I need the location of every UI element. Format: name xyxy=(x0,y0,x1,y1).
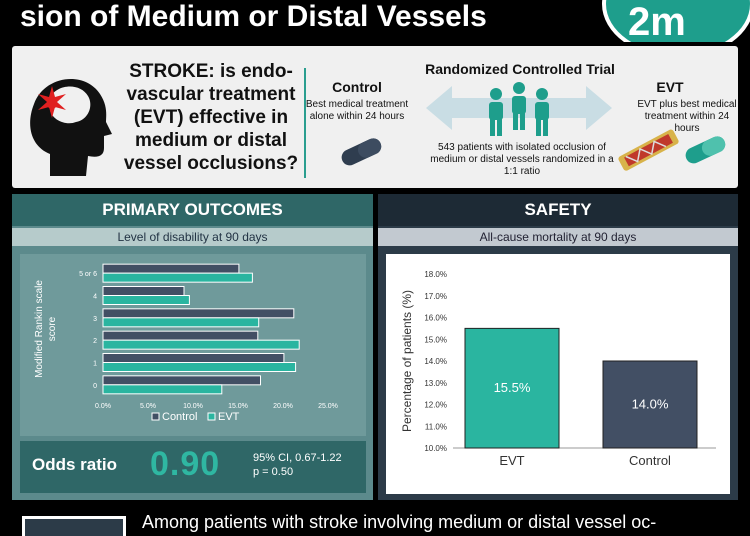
x-tick-label: 10.0% xyxy=(183,403,203,410)
primary-subheading: Level of disability at 90 days xyxy=(12,228,373,246)
odds-ratio-box: Odds ratio 0.90 95% CI, 0.67-1.22 p = 0.… xyxy=(20,441,366,493)
conclusion-icon-box xyxy=(22,516,126,536)
safety-heading: SAFETY xyxy=(378,194,738,226)
primary-heading: PRIMARY OUTCOMES xyxy=(12,194,373,226)
trial-overview-panel: STROKE: is endo-vascular treatment (EVT)… xyxy=(12,46,738,188)
y-tick-label: 15.0% xyxy=(424,335,447,344)
bar-control-1 xyxy=(102,353,285,363)
primary-outcomes-panel: PRIMARY OUTCOMES Level of disability at … xyxy=(12,194,373,500)
x-tick-label: Control xyxy=(629,453,671,468)
bar-control-0 xyxy=(102,375,261,386)
bar-control-4 xyxy=(102,286,185,296)
odds-ratio-ci: 95% CI, 0.67-1.22 p = 0.50 xyxy=(253,451,342,479)
safety-panel: SAFETY All-cause mortality at 90 days 10… xyxy=(378,194,738,500)
y-tick-label: 11.0% xyxy=(425,422,447,431)
mortality-chart-area: 10.0% 11.0% 12.0% 13.0% 14.0% 15.0% 16.0% 17.0%… xyxy=(386,254,730,494)
legend-control-swatch xyxy=(151,412,160,421)
bar-evt-0 xyxy=(102,384,223,395)
bar-control-3 xyxy=(102,308,295,319)
control-title: Control xyxy=(332,79,382,95)
catheter-icon xyxy=(618,129,679,171)
y-tick-label: 5 or 6 xyxy=(79,271,97,278)
bar-control-5 xyxy=(102,263,240,274)
bar-evt-5 xyxy=(102,272,253,283)
y-tick-label: 16.0% xyxy=(424,314,447,323)
safety-subheading: All-cause mortality at 90 days xyxy=(378,228,738,246)
y-axis-label-1: Modified Rankin scale xyxy=(34,280,45,378)
y-tick-label: 18.0% xyxy=(424,270,447,279)
bar-control xyxy=(602,360,698,449)
disability-chart-area: 0 1 2 3 4 5 or 6 0.0% 5.0% 10.0% 15.0% 20.0% 25.0% M… xyxy=(20,254,366,436)
y-tick-label: 2 xyxy=(93,338,97,345)
x-tick-label: EVT xyxy=(499,453,524,468)
pill-icon xyxy=(341,138,382,166)
mortality-chart: 10.0% 11.0% 12.0% 13.0% 14.0% 15.0% 16.0% 17.0%… xyxy=(400,270,716,468)
bar-evt xyxy=(464,327,560,449)
y-tick-label: 12.0% xyxy=(424,401,447,410)
y-tick-label: 14.0% xyxy=(424,357,447,366)
conclusion-text: Among patients with stroke involving med… xyxy=(142,512,657,532)
bar-evt-1 xyxy=(102,362,297,372)
logo: 2m xyxy=(602,0,750,42)
y-tick-label: 1 xyxy=(93,361,97,368)
trial-question: STROKE: is endo-vascular treatment (EVT)… xyxy=(123,61,299,174)
y-tick-label: 4 xyxy=(93,294,97,301)
p-value: p = 0.50 xyxy=(253,466,294,478)
rct-title: Randomized Controlled Trial xyxy=(425,61,615,77)
bar-evt-2 xyxy=(102,339,300,350)
bar-control-2 xyxy=(102,330,259,341)
evt-title: EVT xyxy=(656,79,684,95)
control-description: Best medical treatment alone within 24 h… xyxy=(305,99,409,122)
evt-pill-icon xyxy=(685,136,726,164)
conclusion-bar: Among patients with stroke involving med… xyxy=(0,504,750,536)
brain-stroke-icon xyxy=(30,79,113,176)
x-tick-label: 25.0% xyxy=(318,403,338,410)
bar-evt-4 xyxy=(102,295,190,305)
legend-evt-label: EVT xyxy=(218,411,240,423)
confidence-interval: 95% CI, 0.67-1.22 xyxy=(253,452,342,464)
bar-evt-3 xyxy=(102,317,260,328)
disability-chart: 0 1 2 3 4 5 or 6 0.0% 5.0% 10.0% 15.0% 20.0% 25.0% M… xyxy=(34,263,338,423)
evt-description: EVT plus best medical treatment within 2… xyxy=(637,99,737,134)
x-tick-label: 0.0% xyxy=(95,403,111,410)
y-axis-label: Percentage of patients (%) xyxy=(400,290,414,432)
patients-arrow-icon xyxy=(426,82,612,136)
page-title: sion of Medium or Distal Vessels xyxy=(20,0,487,33)
y-tick-label: 13.0% xyxy=(424,379,447,388)
rct-description: 543 patients with isolated occlusion of … xyxy=(430,142,614,177)
logo-text: 2m xyxy=(628,0,686,42)
y-tick-label: 10.0% xyxy=(424,444,447,453)
odds-ratio-value: 0.90 xyxy=(150,445,221,483)
divider xyxy=(304,68,306,178)
x-tick-label: 15.0% xyxy=(228,403,248,410)
legend-evt-swatch xyxy=(207,412,216,421)
x-tick-label: 5.0% xyxy=(140,403,156,410)
title-bar: sion of Medium or Distal Vessels 2m xyxy=(0,0,750,42)
y-tick-label: 0 xyxy=(93,383,97,390)
y-tick-label: 17.0% xyxy=(424,292,447,301)
y-axis-label-2: score xyxy=(47,316,58,341)
odds-ratio-label: Odds ratio xyxy=(32,455,118,474)
x-tick-label: 20.0% xyxy=(273,403,293,410)
y-tick-label: 3 xyxy=(93,316,97,323)
data-label: 14.0% xyxy=(632,397,669,412)
data-label: 15.5% xyxy=(494,380,531,395)
legend-control-label: Control xyxy=(162,411,197,423)
